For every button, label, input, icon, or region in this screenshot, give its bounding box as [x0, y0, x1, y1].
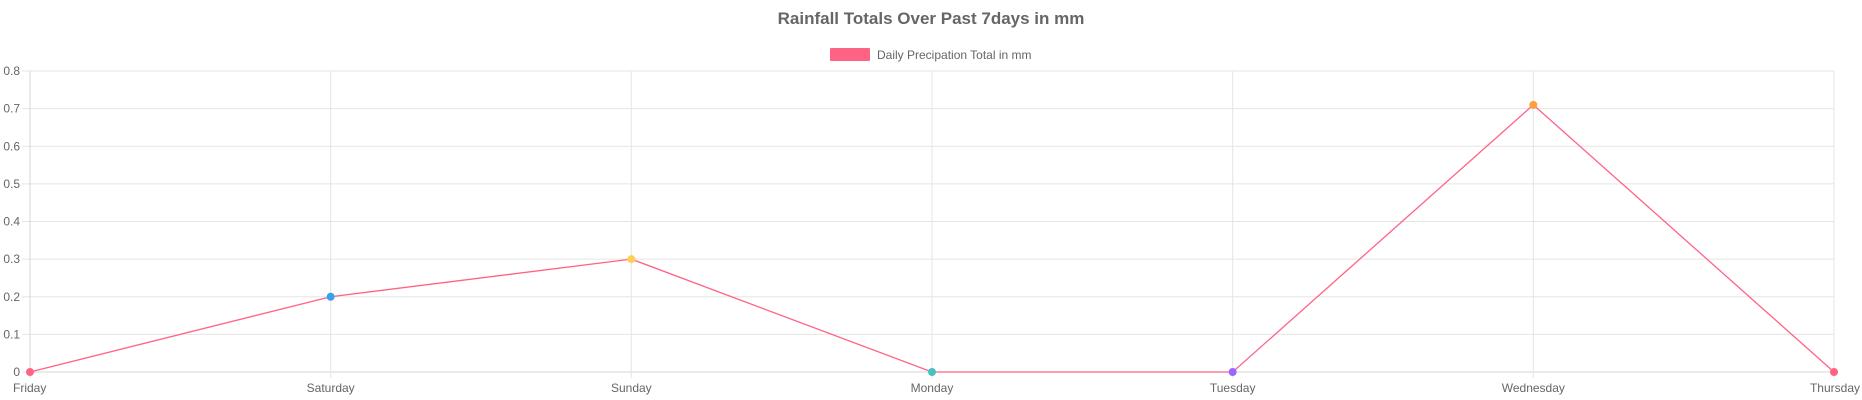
series: [26, 100, 1838, 376]
data-point: [627, 255, 636, 264]
data-point: [1529, 100, 1538, 109]
y-tick-label: 0: [13, 365, 20, 379]
y-tick-label: 0.4: [3, 215, 20, 229]
axes: 0 0.1 0.2 0.3 0.4 0.5 0.6 0.7 0.8 Friday Saturday S…: [3, 64, 1860, 395]
y-tick-label: 0.6: [3, 139, 20, 153]
y-tick-label: 0.2: [3, 290, 20, 304]
legend-label[interactable]: Daily Precipation Total in mm: [877, 48, 1032, 62]
x-tick-label: Saturday: [307, 381, 355, 395]
data-point: [26, 368, 34, 376]
data-point: [1830, 368, 1838, 376]
y-tick-label: 0.5: [3, 177, 20, 191]
x-tick-label: Monday: [911, 381, 954, 395]
x-tick-label: Sunday: [611, 381, 652, 395]
grid: [22, 70, 1835, 378]
chart-title: Rainfall Totals Over Past 7days in mm: [778, 9, 1085, 28]
legend[interactable]: Daily Precipation Total in mm: [830, 48, 1032, 62]
y-tick-label: 0.1: [3, 327, 20, 341]
data-point: [326, 292, 335, 301]
data-point: [928, 368, 936, 376]
x-tick-label: Thursday: [1810, 381, 1860, 395]
x-tick-label: Tuesday: [1210, 381, 1256, 395]
y-tick-label: 0.3: [3, 252, 20, 266]
x-tick-label: Wednesday: [1502, 381, 1565, 395]
legend-swatch[interactable]: [830, 48, 870, 61]
y-tick-label: 0.7: [3, 102, 20, 116]
data-point: [1228, 368, 1237, 376]
x-tick-label: Friday: [13, 381, 46, 395]
y-tick-label: 0.8: [3, 64, 20, 78]
